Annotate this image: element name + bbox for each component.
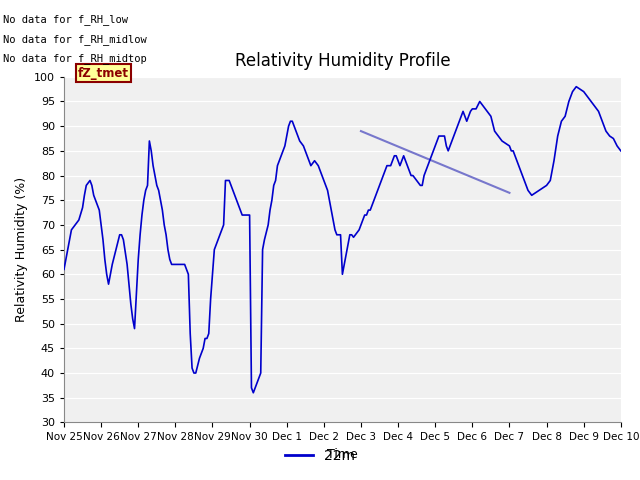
Legend: 22m: 22m: [280, 443, 360, 468]
Text: No data for f_RH_midtop: No data for f_RH_midtop: [3, 53, 147, 64]
Y-axis label: Relativity Humidity (%): Relativity Humidity (%): [15, 177, 28, 322]
Text: No data for f_RH_low: No data for f_RH_low: [3, 14, 128, 25]
X-axis label: Time: Time: [327, 448, 358, 461]
Text: fZ_tmet: fZ_tmet: [78, 67, 129, 80]
Title: Relativity Humidity Profile: Relativity Humidity Profile: [235, 52, 450, 70]
Text: No data for f_RH_midlow: No data for f_RH_midlow: [3, 34, 147, 45]
